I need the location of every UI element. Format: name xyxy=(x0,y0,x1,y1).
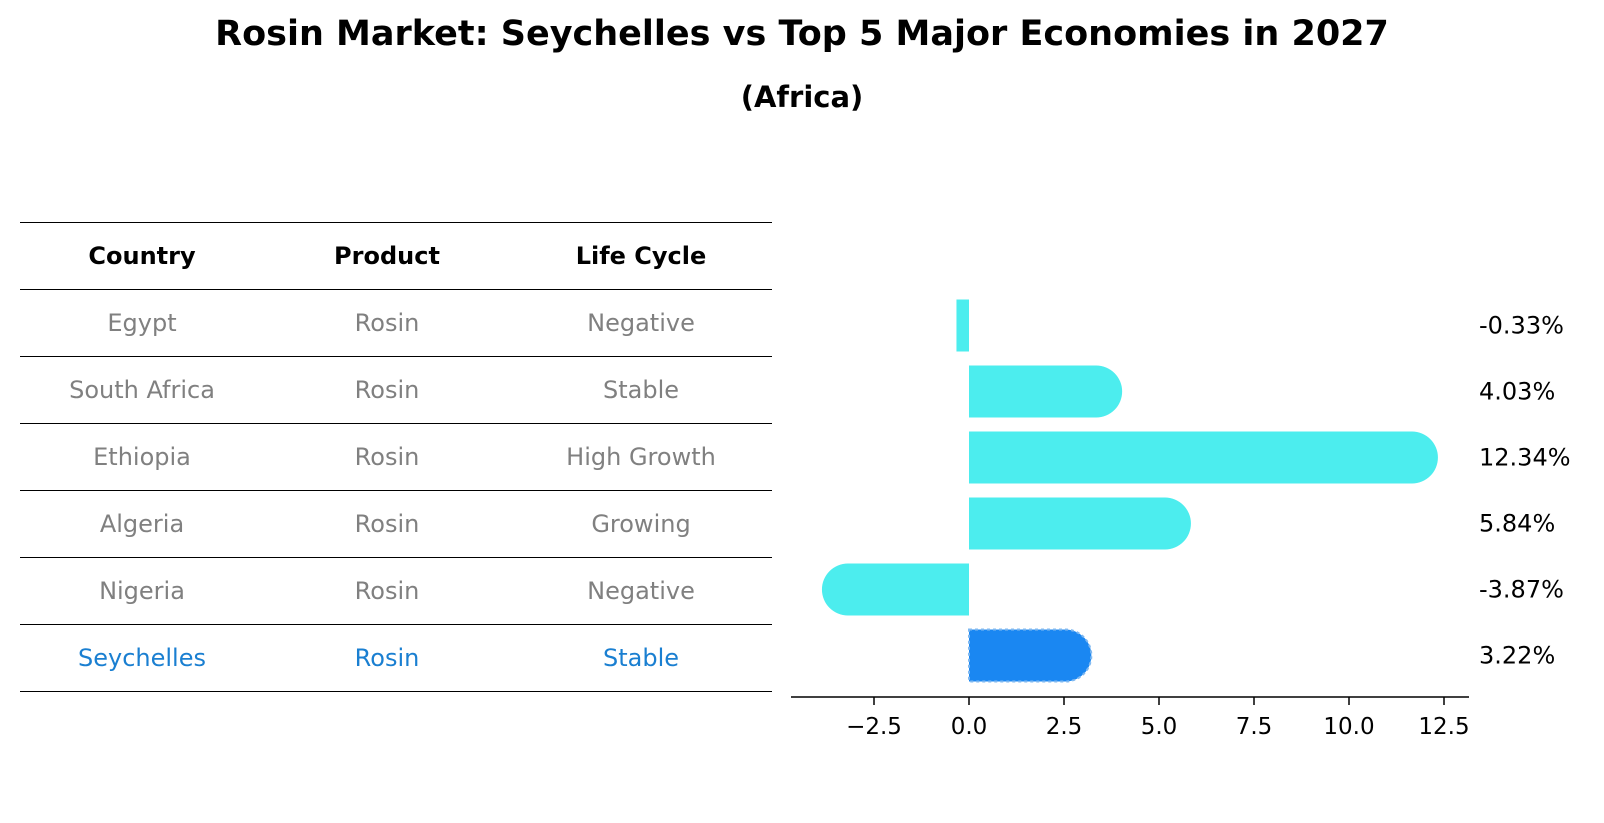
cell-country: Egypt xyxy=(20,289,264,357)
cell-product: Rosin xyxy=(264,624,510,692)
cell-product: Rosin xyxy=(264,289,510,357)
bar-seychelles xyxy=(968,628,1093,683)
table-row: Egypt Rosin Negative xyxy=(20,289,772,357)
x-tick-label: 2.5 xyxy=(1046,714,1083,740)
x-tick-label: 10.0 xyxy=(1323,714,1374,740)
table-header-row: Country Product Life Cycle xyxy=(20,222,772,290)
table-row: South Africa Rosin Stable xyxy=(20,356,772,424)
cell-life-cycle: Stable xyxy=(510,624,772,692)
table-row-highlight: Seychelles Rosin Stable xyxy=(20,624,772,692)
cell-country: Nigeria xyxy=(20,557,264,625)
value-label: 3.22% xyxy=(1479,642,1555,670)
cell-life-cycle: High Growth xyxy=(510,423,772,491)
bar-nigeria xyxy=(821,563,969,616)
value-label: -3.87% xyxy=(1479,576,1564,604)
column-header-country: Country xyxy=(20,222,264,290)
cell-country: Seychelles xyxy=(20,624,264,692)
x-tick-label: 12.5 xyxy=(1418,714,1469,740)
country-table: Country Product Life Cycle Egypt Rosin N… xyxy=(20,222,772,692)
cell-life-cycle: Negative xyxy=(510,557,772,625)
chart-subtitle: (Africa) xyxy=(740,80,864,114)
cell-product: Rosin xyxy=(264,423,510,491)
value-label: 5.84% xyxy=(1479,510,1555,538)
cell-life-cycle: Negative xyxy=(510,289,772,357)
column-header-life-cycle: Life Cycle xyxy=(510,222,772,290)
x-tick-label: 7.5 xyxy=(1236,714,1273,740)
x-tick-label: 5.0 xyxy=(1141,714,1178,740)
x-tick-label: −2.5 xyxy=(846,714,902,740)
cell-product: Rosin xyxy=(264,356,510,424)
bar-egypt xyxy=(956,299,969,352)
cell-country: Algeria xyxy=(20,490,264,558)
table-row: Ethiopia Rosin High Growth xyxy=(20,423,772,491)
x-tick-label: 0.0 xyxy=(951,714,988,740)
bar-south-africa xyxy=(969,365,1123,418)
value-label: 4.03% xyxy=(1479,378,1555,406)
cell-country: Ethiopia xyxy=(20,423,264,491)
cell-product: Rosin xyxy=(264,490,510,558)
cell-country: South Africa xyxy=(20,356,264,424)
value-label: -0.33% xyxy=(1479,312,1564,340)
column-header-product: Product xyxy=(264,222,510,290)
cell-life-cycle: Growing xyxy=(510,490,772,558)
chart-title: Rosin Market: Seychelles vs Top 5 Major … xyxy=(215,14,1389,54)
bar-ethiopia xyxy=(969,431,1438,484)
cell-product: Rosin xyxy=(264,557,510,625)
table-row: Algeria Rosin Growing xyxy=(20,490,772,558)
bar-algeria xyxy=(969,497,1191,550)
value-label: 12.34% xyxy=(1479,444,1571,472)
table-row: Nigeria Rosin Negative xyxy=(20,557,772,625)
